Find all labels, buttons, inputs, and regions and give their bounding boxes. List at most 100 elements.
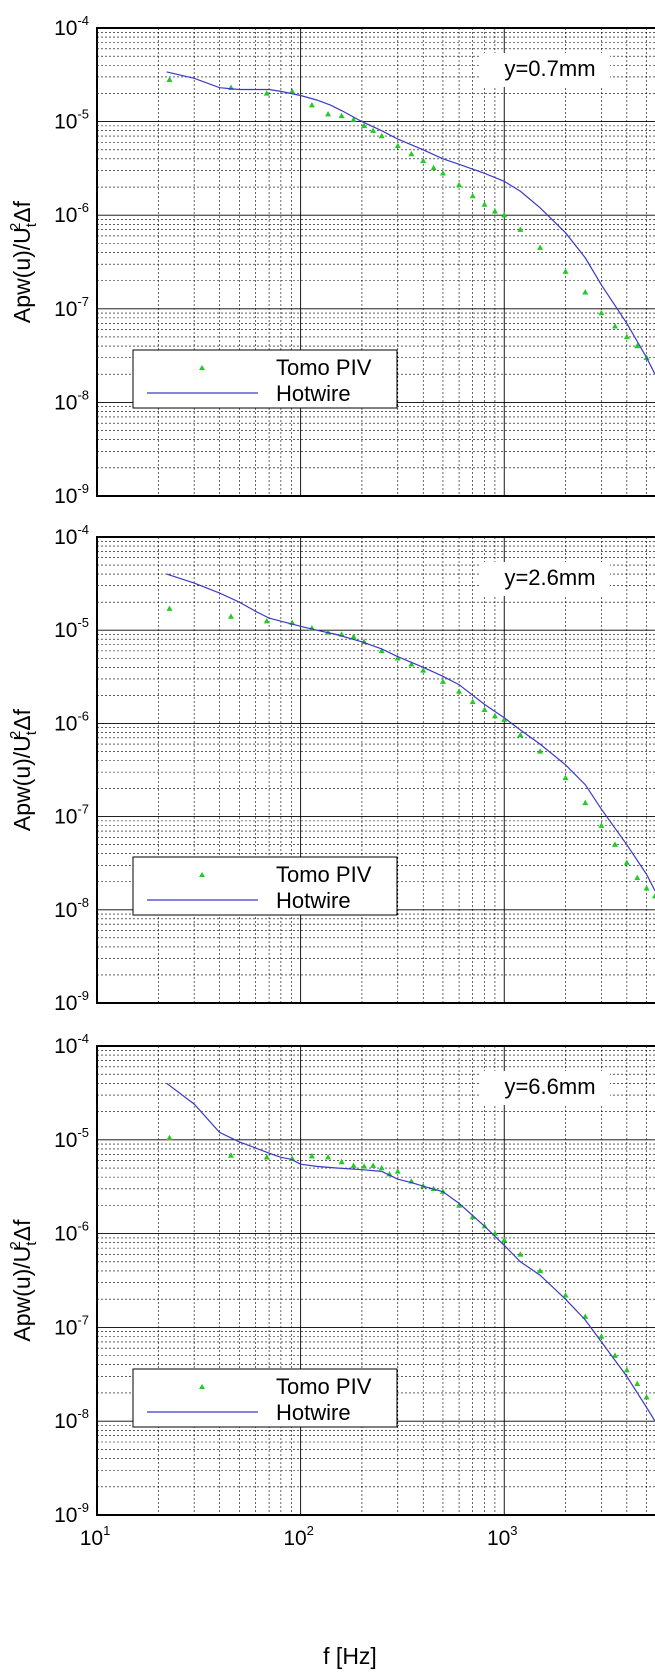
tomo-piv-point xyxy=(325,110,332,117)
y-tick-label: 10-5 xyxy=(54,615,89,642)
y-tick-label: 10-6 xyxy=(54,708,89,735)
legend-label-hotwire: Hotwire xyxy=(276,1400,351,1425)
legend-label-tomo-piv: Tomo PIV xyxy=(276,1374,372,1399)
tomo-piv-point xyxy=(652,892,655,899)
tomo-piv-point xyxy=(598,1333,605,1339)
tomo-piv-point xyxy=(430,164,437,171)
tomo-piv-point xyxy=(370,127,377,133)
tomo-piv-point xyxy=(491,208,498,214)
tomo-piv-point xyxy=(439,678,446,684)
x-axis-label: f [Hz] xyxy=(323,1643,377,1669)
plot-area xyxy=(166,573,655,899)
hotwire-series-line xyxy=(166,71,655,375)
tomo-piv-point xyxy=(481,201,488,207)
tomo-piv-point xyxy=(643,1394,650,1400)
y-tick-label: 10-4 xyxy=(54,1031,89,1058)
tomo-piv-point xyxy=(408,150,415,157)
legend-marker-tomo-piv xyxy=(199,365,205,370)
tomo-piv-point xyxy=(456,1202,463,1208)
tomo-piv-point xyxy=(350,116,357,122)
tomo-piv-point xyxy=(517,1251,524,1257)
legend-label-hotwire: Hotwire xyxy=(276,381,351,406)
x-tick-label: 103 xyxy=(487,1523,518,1550)
y-tick-label: 10-8 xyxy=(54,895,89,922)
tomo-piv-point xyxy=(263,1154,270,1160)
tomo-piv-point xyxy=(378,132,385,139)
position-annotation: y=0.7mm xyxy=(504,56,595,81)
tomo-piv-point xyxy=(562,774,569,781)
tomo-piv-point xyxy=(227,1152,234,1158)
panel-middle: 10-9 10-8 10-7 10-6 10-5 10-4 Apw(u)/Ut2Δf y=2.… xyxy=(7,522,655,1015)
tomo-piv-point xyxy=(612,841,619,847)
grid-lines xyxy=(97,537,655,1003)
tomo-piv-point xyxy=(562,268,569,274)
y-tick-label: 10-9 xyxy=(54,988,89,1015)
annotation-bg xyxy=(480,1071,610,1105)
y-tick-label: 10-9 xyxy=(54,1500,89,1527)
tomo-piv-point xyxy=(501,212,508,218)
tomo-piv-point xyxy=(394,142,401,149)
panel-bottom: 10-9 10-8 10-7 10-6 10-5 10-4 Apw(u)/Ut2Δf 101 1… xyxy=(7,1031,655,1550)
annotation-bg xyxy=(480,53,610,87)
y-tick-label: 10-6 xyxy=(54,200,89,227)
tomo-piv-point xyxy=(308,101,315,108)
x-tick-label: 102 xyxy=(283,1523,314,1550)
y-tick-label: 10-4 xyxy=(54,522,89,549)
tomo-piv-point xyxy=(350,633,357,639)
tomo-piv-point xyxy=(612,323,619,329)
tomo-piv-point xyxy=(408,661,415,667)
tomo-piv-point xyxy=(537,748,544,754)
tomo-piv-point xyxy=(338,1158,345,1165)
tomo-piv-point xyxy=(623,333,630,340)
tomo-piv-point xyxy=(623,859,630,865)
tomo-piv-point xyxy=(378,647,385,654)
tomo-piv-point xyxy=(456,688,463,694)
hotwire-series-line xyxy=(166,573,655,892)
tomo-piv-point xyxy=(394,655,401,661)
panel-top: 10-9 10-8 10-7 10-6 10-5 10-4 Apw(u)/Ut2Δf y=0.… xyxy=(7,13,655,508)
tomo-piv-point xyxy=(338,112,345,119)
tomo-piv-point xyxy=(598,309,605,316)
y-tick-label: 10-8 xyxy=(54,387,89,414)
tomo-piv-point xyxy=(501,716,508,722)
tomo-piv-point xyxy=(469,1213,476,1220)
tomo-piv-point xyxy=(166,605,173,611)
tomo-piv-point xyxy=(491,712,498,719)
grid-lines xyxy=(97,28,655,496)
tomo-piv-point xyxy=(612,1352,619,1358)
tomo-piv-point xyxy=(361,1163,368,1169)
legend-marker-tomo-piv xyxy=(199,872,205,877)
tomo-piv-point xyxy=(469,698,476,705)
plot-frame xyxy=(96,27,655,497)
y-tick-label: 10-5 xyxy=(54,1125,89,1152)
y-tick-label: 10-7 xyxy=(54,1312,89,1339)
y-tick-label: 10-9 xyxy=(54,481,89,508)
tomo-piv-point xyxy=(370,1162,377,1168)
tomo-piv-point xyxy=(634,874,641,881)
tomo-piv-point xyxy=(263,90,270,96)
y-tick-label: 10-8 xyxy=(54,1406,89,1433)
plot-area xyxy=(166,1082,655,1422)
y-tick-label: 10-4 xyxy=(54,13,89,40)
y-tick-label: 10-7 xyxy=(54,802,89,829)
tomo-piv-point xyxy=(643,885,650,891)
legend-label-hotwire: Hotwire xyxy=(276,888,351,913)
plot-frame xyxy=(96,1045,655,1516)
legend-label-tomo-piv: Tomo PIV xyxy=(276,355,372,380)
tomo-piv-point xyxy=(289,88,296,94)
tomo-piv-point xyxy=(598,822,605,828)
annotation-bg xyxy=(480,562,610,596)
y-axis-label: Apw(u)/Ut2Δf xyxy=(7,200,40,323)
plot-area xyxy=(166,71,655,375)
tomo-piv-point xyxy=(420,667,427,673)
tomo-piv-point xyxy=(517,226,524,232)
plot-frame xyxy=(96,536,655,1004)
y-tick-label: 10-7 xyxy=(54,294,89,321)
tomo-piv-point xyxy=(481,706,488,712)
tomo-piv-point xyxy=(623,1366,630,1373)
tomo-piv-point xyxy=(537,1267,544,1274)
